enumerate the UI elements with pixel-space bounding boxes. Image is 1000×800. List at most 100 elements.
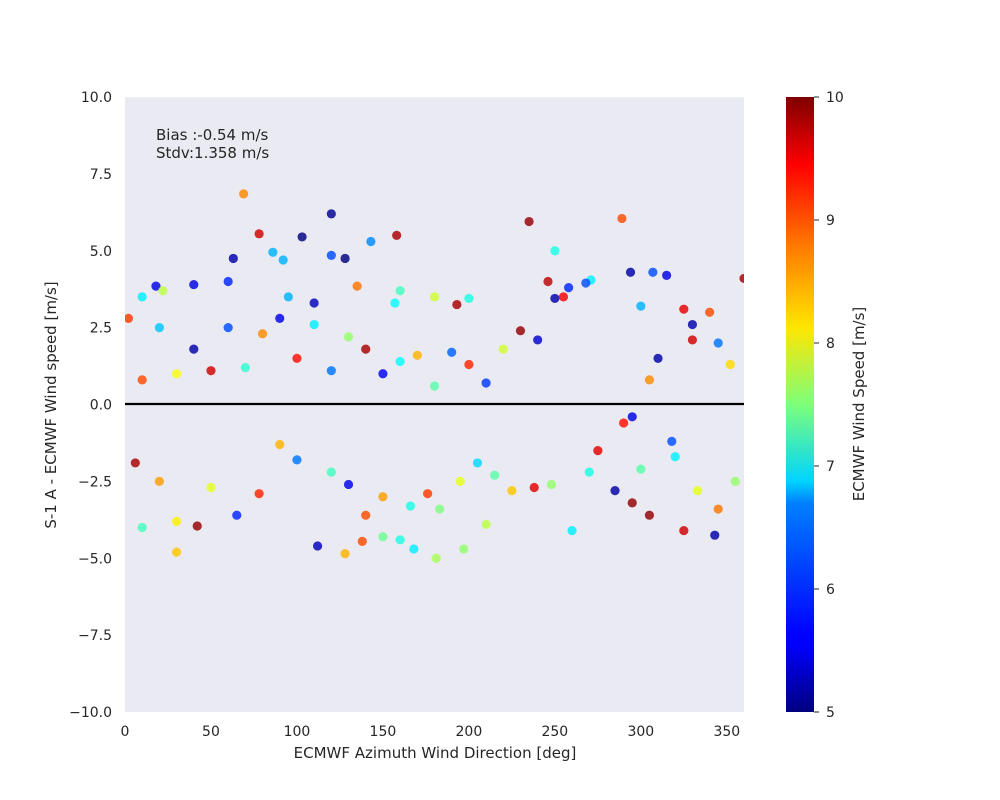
- scatter-point: [452, 299, 462, 310]
- scatter-point: [464, 293, 474, 304]
- scatter-point: [423, 489, 433, 499]
- scatter-point: [189, 344, 199, 354]
- bias-annotation: Bias :-0.54 m/s: [156, 126, 269, 144]
- y-tick-label: 10.0: [81, 90, 112, 106]
- y-tick-label: 5.0: [90, 244, 112, 260]
- y-tick-label: −10.0: [69, 705, 112, 721]
- scatter-point: [567, 525, 577, 536]
- scatter-point: [498, 344, 508, 354]
- colorbar-tick-label: 8: [826, 336, 835, 352]
- scatter-point: [171, 516, 182, 526]
- scatter-point: [171, 369, 182, 379]
- scatter-point: [223, 276, 233, 287]
- scatter-points: [125, 189, 744, 563]
- scatter-point: [343, 332, 354, 342]
- scatter-point: [378, 369, 388, 379]
- scatter-point: [223, 323, 233, 333]
- colorbar-tick-label: 5: [826, 705, 835, 721]
- scatter-point: [481, 378, 491, 388]
- scatter-point: [326, 467, 336, 477]
- scatter-point: [739, 273, 744, 284]
- x-tick-label: 50: [202, 724, 220, 740]
- scatter-point: [679, 525, 689, 536]
- scatter-point: [395, 356, 405, 367]
- scatter-point: [429, 381, 440, 391]
- scatter-point: [625, 267, 636, 277]
- scatter-point: [125, 313, 134, 323]
- x-axis-ticks: 0 50 100 150 200 250 300 350: [121, 724, 741, 740]
- scatter-point: [130, 458, 140, 468]
- scatter-point: [292, 353, 302, 363]
- scatter-point: [713, 504, 723, 514]
- stdv-annotation: Stdv:1.358 m/s: [156, 144, 269, 162]
- scatter-point: [584, 467, 594, 477]
- scatter-point: [326, 209, 336, 219]
- scatter-point: [326, 366, 336, 376]
- scatter-point: [667, 436, 677, 446]
- scatter-point: [254, 489, 264, 499]
- scatter-point: [154, 476, 164, 486]
- x-tick-label: 300: [627, 724, 654, 740]
- scatter-point: [137, 375, 147, 385]
- scatter-point: [653, 353, 663, 363]
- scatter-point: [343, 479, 354, 490]
- scatter-point: [429, 292, 440, 302]
- scatter-point: [644, 375, 655, 385]
- scatter-point: [617, 213, 627, 224]
- y-tick-label: −2.5: [78, 474, 112, 490]
- scatter-point: [636, 464, 646, 474]
- scatter-point: [550, 246, 560, 256]
- scatter-point: [515, 326, 526, 336]
- scatter-point: [431, 553, 441, 563]
- scatter-point: [464, 359, 474, 370]
- scatter-point: [710, 530, 720, 540]
- scatter-point: [192, 521, 202, 531]
- scatter-point: [713, 338, 723, 348]
- scatter-point: [232, 510, 242, 520]
- scatter-point: [154, 323, 164, 333]
- scatter-point: [137, 522, 147, 533]
- x-tick-label: 150: [370, 724, 397, 740]
- scatter-point: [447, 347, 457, 357]
- scatter-point: [627, 498, 637, 508]
- scatter-point: [529, 482, 539, 493]
- x-tick-label: 350: [713, 724, 740, 740]
- scatter-point: [357, 536, 367, 546]
- scatter-point: [687, 335, 698, 345]
- scatter-point: [662, 270, 672, 280]
- scatter-point: [171, 547, 182, 557]
- scatter-point: [412, 350, 422, 360]
- scatter-point: [352, 281, 362, 291]
- scatter-point: [278, 255, 288, 265]
- scatter-point: [378, 532, 388, 542]
- x-tick-label: 250: [541, 724, 568, 740]
- scatter-point: [405, 501, 416, 511]
- scatter-point: [581, 278, 591, 288]
- scatter-point: [240, 363, 250, 373]
- scatter-point: [392, 230, 402, 240]
- scatter-point: [137, 292, 147, 302]
- scatter-point: [459, 544, 469, 554]
- scatter-point: [340, 549, 350, 559]
- y-tick-label: 0.0: [90, 398, 112, 414]
- scatter-point: [481, 519, 491, 530]
- scatter-point: [730, 476, 741, 486]
- scatter-point: [558, 292, 569, 302]
- scatter-point: [151, 281, 161, 291]
- scatter-point: [361, 510, 371, 520]
- x-tick-label: 0: [121, 724, 130, 740]
- colorbar-ticks: 5 6 7 8 9 10: [814, 90, 844, 721]
- scatter-point: [692, 486, 703, 496]
- scatter-point: [455, 476, 465, 486]
- scatter-point: [283, 292, 293, 302]
- scatter-point: [361, 344, 371, 354]
- scatter-point: [550, 293, 560, 304]
- scatter-point: [593, 446, 603, 456]
- scatter-point: [309, 298, 319, 308]
- colorbar-tick-label: 9: [826, 213, 835, 229]
- colorbar-tick-label: 10: [826, 90, 844, 106]
- x-tick-label: 200: [456, 724, 483, 740]
- scatter-point: [395, 286, 405, 296]
- scatter-point: [340, 253, 350, 264]
